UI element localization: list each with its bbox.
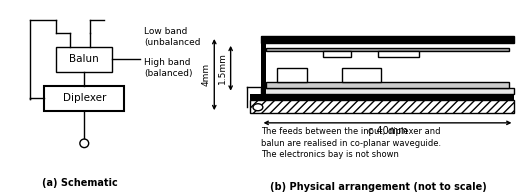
Bar (378, 51, 419, 57)
Text: The feeds between the input, diplexer and
balun are realised in co-planar wavegu: The feeds between the input, diplexer an… (261, 127, 441, 159)
Circle shape (253, 104, 263, 111)
Text: c 40mm: c 40mm (367, 126, 408, 136)
Bar (56, 47, 112, 72)
Text: 4mm: 4mm (201, 63, 210, 86)
Text: (a) Schematic: (a) Schematic (42, 178, 118, 188)
Bar (277, 68, 307, 82)
Circle shape (80, 139, 89, 148)
Bar (343, 68, 381, 82)
Bar (261, 36, 266, 94)
Bar (266, 48, 509, 51)
Text: Balun: Balun (69, 54, 99, 65)
Bar (250, 100, 514, 113)
Bar (44, 86, 125, 111)
Bar (261, 88, 514, 94)
Text: Low band
(unbalanced: Low band (unbalanced (145, 27, 201, 47)
Text: (b) Physical arrangement (not to scale): (b) Physical arrangement (not to scale) (270, 182, 486, 192)
Bar (323, 51, 351, 57)
Text: Diplexer: Diplexer (63, 93, 106, 104)
Text: 1.5mm: 1.5mm (218, 52, 227, 84)
Bar (250, 94, 514, 100)
Bar (266, 82, 509, 88)
Bar (261, 36, 514, 43)
Text: High band
(balanced): High band (balanced) (145, 58, 193, 78)
